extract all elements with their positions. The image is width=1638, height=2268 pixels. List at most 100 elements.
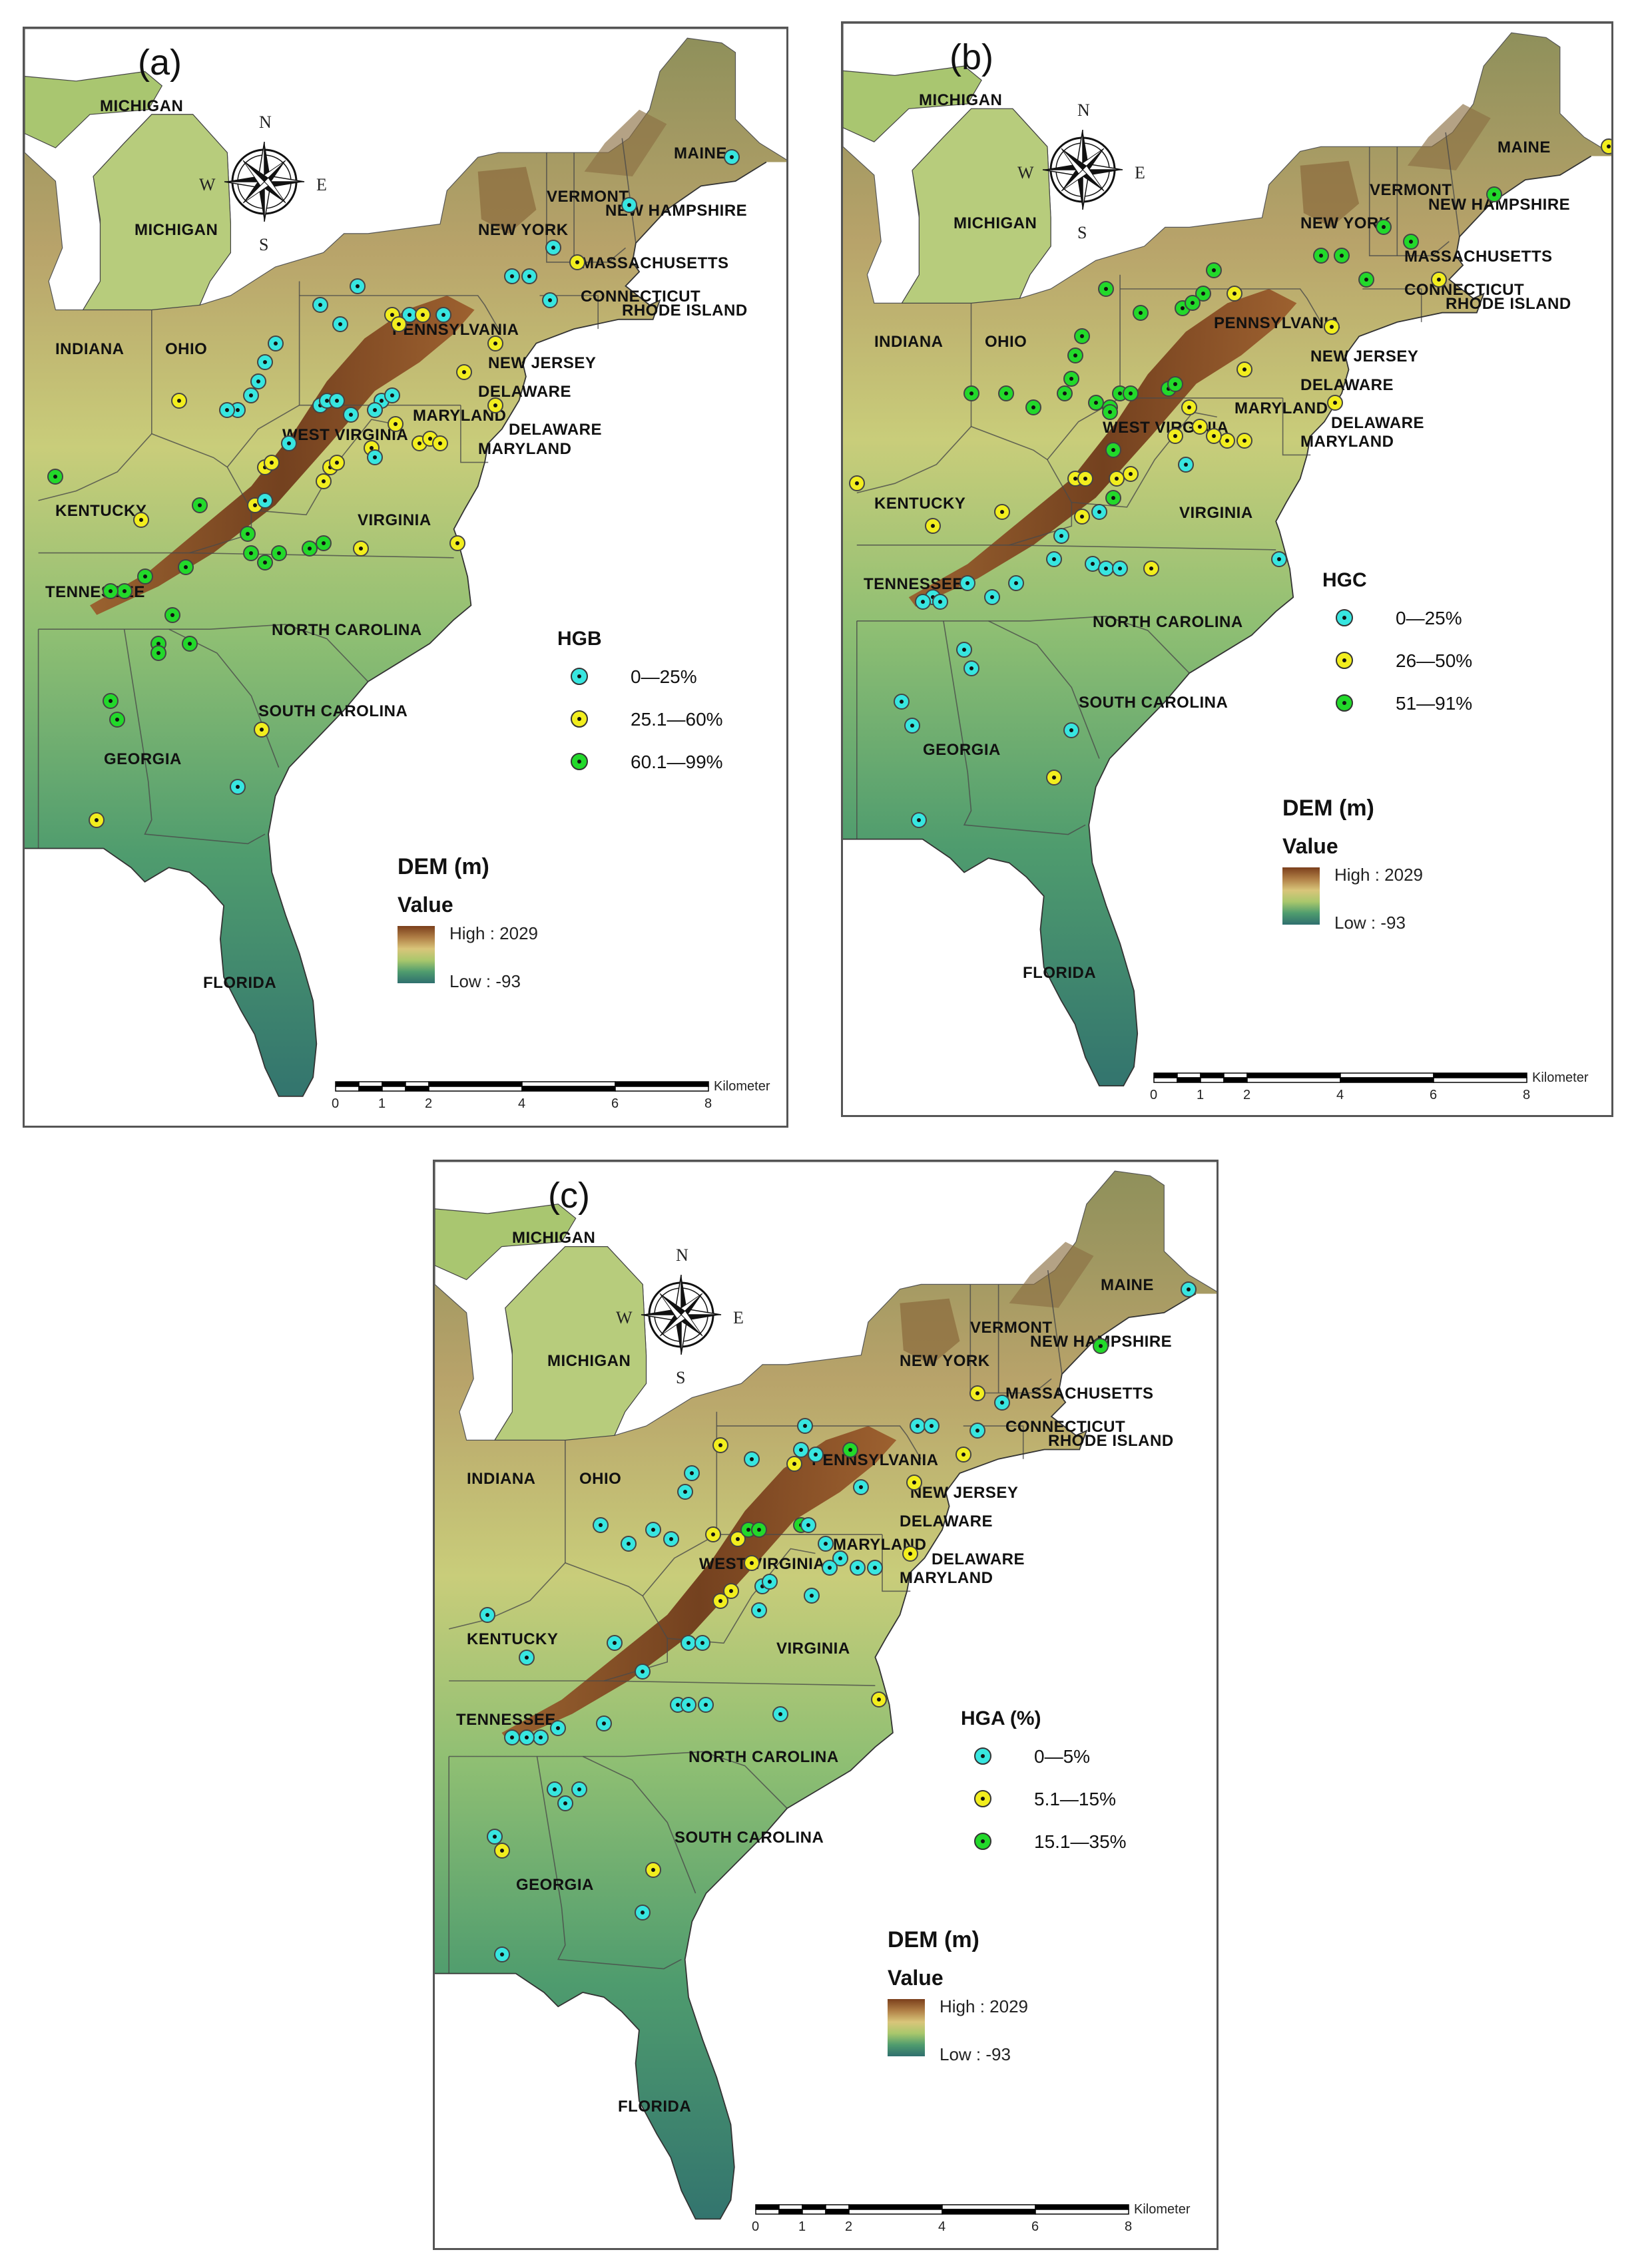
state-label: WEST VIRGINIA: [699, 1555, 826, 1573]
sample-site-marker: [521, 268, 538, 285]
state-label: VERMONT: [1370, 181, 1452, 199]
state-label: KENTUCKY: [467, 1630, 559, 1648]
dem-map-b: [843, 23, 1611, 1115]
sample-site-marker: [449, 535, 465, 552]
map-panel-c: (c) MICHIGAN MICHIGAN MAINE VERMONT NEW HAMPS…: [433, 1160, 1219, 2250]
sample-site-marker: [1600, 138, 1611, 155]
sample-site-marker: [1091, 503, 1107, 520]
dem-color-ramp: [1282, 867, 1320, 925]
state-label: SOUTH CAROLINA: [258, 702, 408, 720]
sample-site-marker: [800, 1517, 816, 1533]
sample-site-marker: [904, 717, 920, 734]
coastline: [843, 155, 1592, 1086]
sample-site-marker: [932, 594, 948, 610]
sample-site-marker: [518, 1729, 535, 1746]
state-label: RHODE ISLAND: [1048, 1432, 1174, 1450]
sample-site-marker: [1073, 509, 1090, 525]
sample-site-marker: [1226, 286, 1242, 302]
coastline: [435, 1293, 1197, 2220]
state-border: [856, 425, 1073, 546]
sample-site-marker: [329, 454, 346, 471]
sample-site-marker: [1334, 248, 1350, 264]
dem-high-label: High : 2029: [940, 1996, 1028, 2016]
state-label: DELAWARE: [509, 421, 603, 439]
sample-site-marker: [1181, 1281, 1197, 1297]
state-label: FLORIDA: [1023, 964, 1097, 982]
dem-low-label: Low : -93: [940, 2044, 1011, 2064]
compass-north-label: N: [676, 1246, 688, 1265]
state-border: [621, 138, 637, 244]
state-border: [168, 624, 369, 682]
sample-site-marker: [1093, 1337, 1109, 1354]
state-label: WEST VIRGINIA: [282, 426, 409, 444]
sample-site-marker: [955, 1446, 971, 1463]
sample-site-marker: [312, 297, 328, 314]
dem-low-label: Low : -93: [1334, 913, 1406, 933]
sample-site-marker: [388, 416, 404, 433]
sample-site-marker: [1112, 561, 1129, 577]
sample-site-marker: [911, 812, 928, 829]
sample-site-marker: [1056, 385, 1073, 401]
panel-label: (a): [138, 43, 182, 83]
panel-label: (c): [548, 1176, 590, 1216]
state-label: NEW JERSEY: [488, 354, 597, 372]
scale-unit-label: Kilometer: [1134, 2202, 1191, 2217]
state-label: INDIANA: [874, 333, 944, 351]
sample-site-marker: [1122, 465, 1139, 482]
scale-tick-label: 1: [1197, 1088, 1205, 1102]
state-label: RHODE ISLAND: [622, 302, 748, 320]
appalachian-highlands: [501, 1426, 897, 1743]
sample-site-marker: [342, 407, 359, 423]
sample-site-marker: [192, 497, 208, 513]
dem-high-label: High : 2029: [449, 923, 538, 943]
dem-color-ramp: [398, 926, 435, 983]
sample-site-marker: [750, 1602, 767, 1618]
sample-site-marker: [1191, 418, 1208, 435]
state-label: DELAWARE: [1300, 376, 1394, 394]
sample-site-marker: [596, 1715, 612, 1731]
state-label: OHIO: [985, 333, 1027, 351]
legend-class-label: 51—91%: [1396, 693, 1473, 714]
state-label: VERMONT: [970, 1319, 1053, 1337]
scale-tick-label: 1: [378, 1096, 386, 1111]
sample-site-marker: [1167, 427, 1184, 444]
sample-site-marker: [744, 1451, 760, 1467]
state-border: [1445, 132, 1460, 237]
state-label: GEORGIA: [104, 750, 182, 768]
state-label: NEW YORK: [478, 221, 569, 239]
sample-site-marker: [1077, 471, 1094, 487]
sample-site-marker: [1403, 233, 1420, 250]
state-label: CONNECTICUT: [1404, 281, 1525, 299]
sample-site-marker: [542, 292, 558, 309]
michigan-peninsula: [493, 1246, 647, 1441]
sample-site-marker: [1181, 399, 1198, 416]
sample-site-marker: [1067, 347, 1083, 363]
sample-site-marker: [694, 1635, 711, 1652]
state-label: NORTH CAROLINA: [1093, 613, 1243, 631]
state-label: NEW YORK: [900, 1352, 990, 1370]
sample-site-marker: [487, 397, 503, 413]
state-label: MASSACHUSETTS: [1404, 248, 1553, 266]
sample-site-marker: [914, 594, 931, 610]
sample-site-marker: [479, 1606, 496, 1623]
sample-site-marker: [902, 1545, 919, 1562]
sample-site-marker: [761, 1574, 778, 1590]
sample-site-marker: [1046, 770, 1063, 786]
adirondack-highlands: [1300, 160, 1360, 228]
sample-site-marker: [350, 278, 366, 294]
state-label: VIRGINIA: [358, 511, 431, 529]
compass-rose-icon: [1042, 129, 1123, 210]
sample-site-marker: [102, 692, 119, 709]
dem-color-ramp: [888, 1999, 925, 2056]
sample-site-marker: [150, 645, 167, 661]
state-label: GEORGIA: [516, 1876, 594, 1894]
state-label: MARYLAND: [1234, 399, 1328, 417]
sample-site-marker: [909, 1418, 926, 1435]
sample-site-marker: [969, 1385, 985, 1401]
scale-tick-label: 4: [518, 1096, 526, 1111]
state-border: [988, 620, 1100, 759]
sample-site-marker: [1375, 219, 1392, 236]
sample-site-marker: [993, 1394, 1010, 1411]
sample-site-marker: [1236, 433, 1253, 449]
appalachian-highlands: [908, 289, 1297, 607]
